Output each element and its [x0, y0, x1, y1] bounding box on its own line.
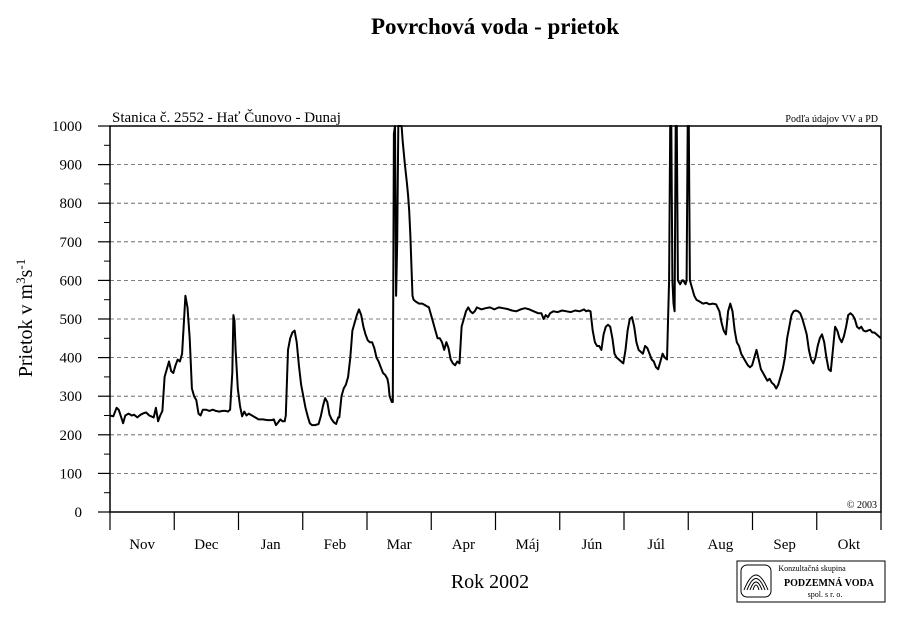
y-tick-label: 600 — [60, 273, 83, 289]
x-month-label: Nov — [129, 537, 155, 553]
x-month-label: Júl — [647, 537, 665, 553]
x-month-label: Mar — [387, 537, 412, 553]
logo-emblem-icon — [740, 564, 772, 598]
y-axis-label-s: s — [15, 269, 37, 277]
logo-line3: spol. s r. o. — [808, 590, 843, 599]
logo-line2: PODZEMNÁ VODA — [784, 577, 875, 589]
y-axis-label-main: Prietok v m — [15, 283, 37, 377]
x-month-label: Jún — [581, 537, 602, 553]
x-month-label: Dec — [194, 537, 218, 553]
x-axis-label: Rok 2002 — [451, 571, 529, 593]
chart-title: Povrchová voda - prietok — [370, 14, 620, 39]
y-tick-label: 400 — [60, 351, 83, 367]
copyright-label: © 2003 — [847, 500, 877, 511]
logo-frame — [736, 560, 886, 603]
x-month-label: Aug — [707, 537, 733, 553]
y-tick-label: 700 — [60, 235, 83, 251]
station-label: Stanica č. 2552 - Hať Čunovo - Dunaj — [112, 109, 341, 126]
y-tick-label: 1000 — [52, 119, 82, 135]
y-tick-label: 200 — [60, 428, 83, 444]
y-tick-label: 900 — [60, 158, 83, 174]
y-tick-label: 300 — [60, 389, 83, 405]
x-axis: Nov Dec Jan Feb Mar Apr Máj Jún Júl Aug Sep Okt — [109, 512, 882, 553]
y-tick-label: 100 — [60, 466, 83, 482]
x-month-label: Okt — [838, 537, 861, 553]
y-axis-label-sup1: 3 — [13, 277, 28, 284]
grid-lines — [110, 164, 881, 474]
y-tick-label: 0 — [75, 505, 83, 521]
x-month-label: Máj — [516, 537, 540, 553]
source-label: Podľa údajov VV a PD — [785, 114, 878, 125]
y-axis-label-sup2: -1 — [13, 259, 28, 270]
plot-frame — [109, 125, 882, 513]
logo-line1: Konzultačná skupina — [778, 564, 846, 573]
y-axis-label: Prietok v m3s-1 — [13, 259, 37, 377]
series-line-flow — [109, 125, 882, 427]
x-month-label: Sep — [773, 537, 796, 553]
y-tick-label: 800 — [60, 196, 83, 212]
y-axis-ticks: 0 100 200 300 400 500 600 700 800 900 1000 — [52, 119, 110, 521]
x-month-label: Apr — [452, 537, 475, 553]
x-month-label: Jan — [261, 537, 281, 553]
company-logo: Konzultačná skupina PODZEMNÁ VODA spol. … — [736, 560, 886, 603]
x-month-label: Feb — [324, 537, 347, 553]
y-tick-label: 500 — [60, 312, 83, 328]
